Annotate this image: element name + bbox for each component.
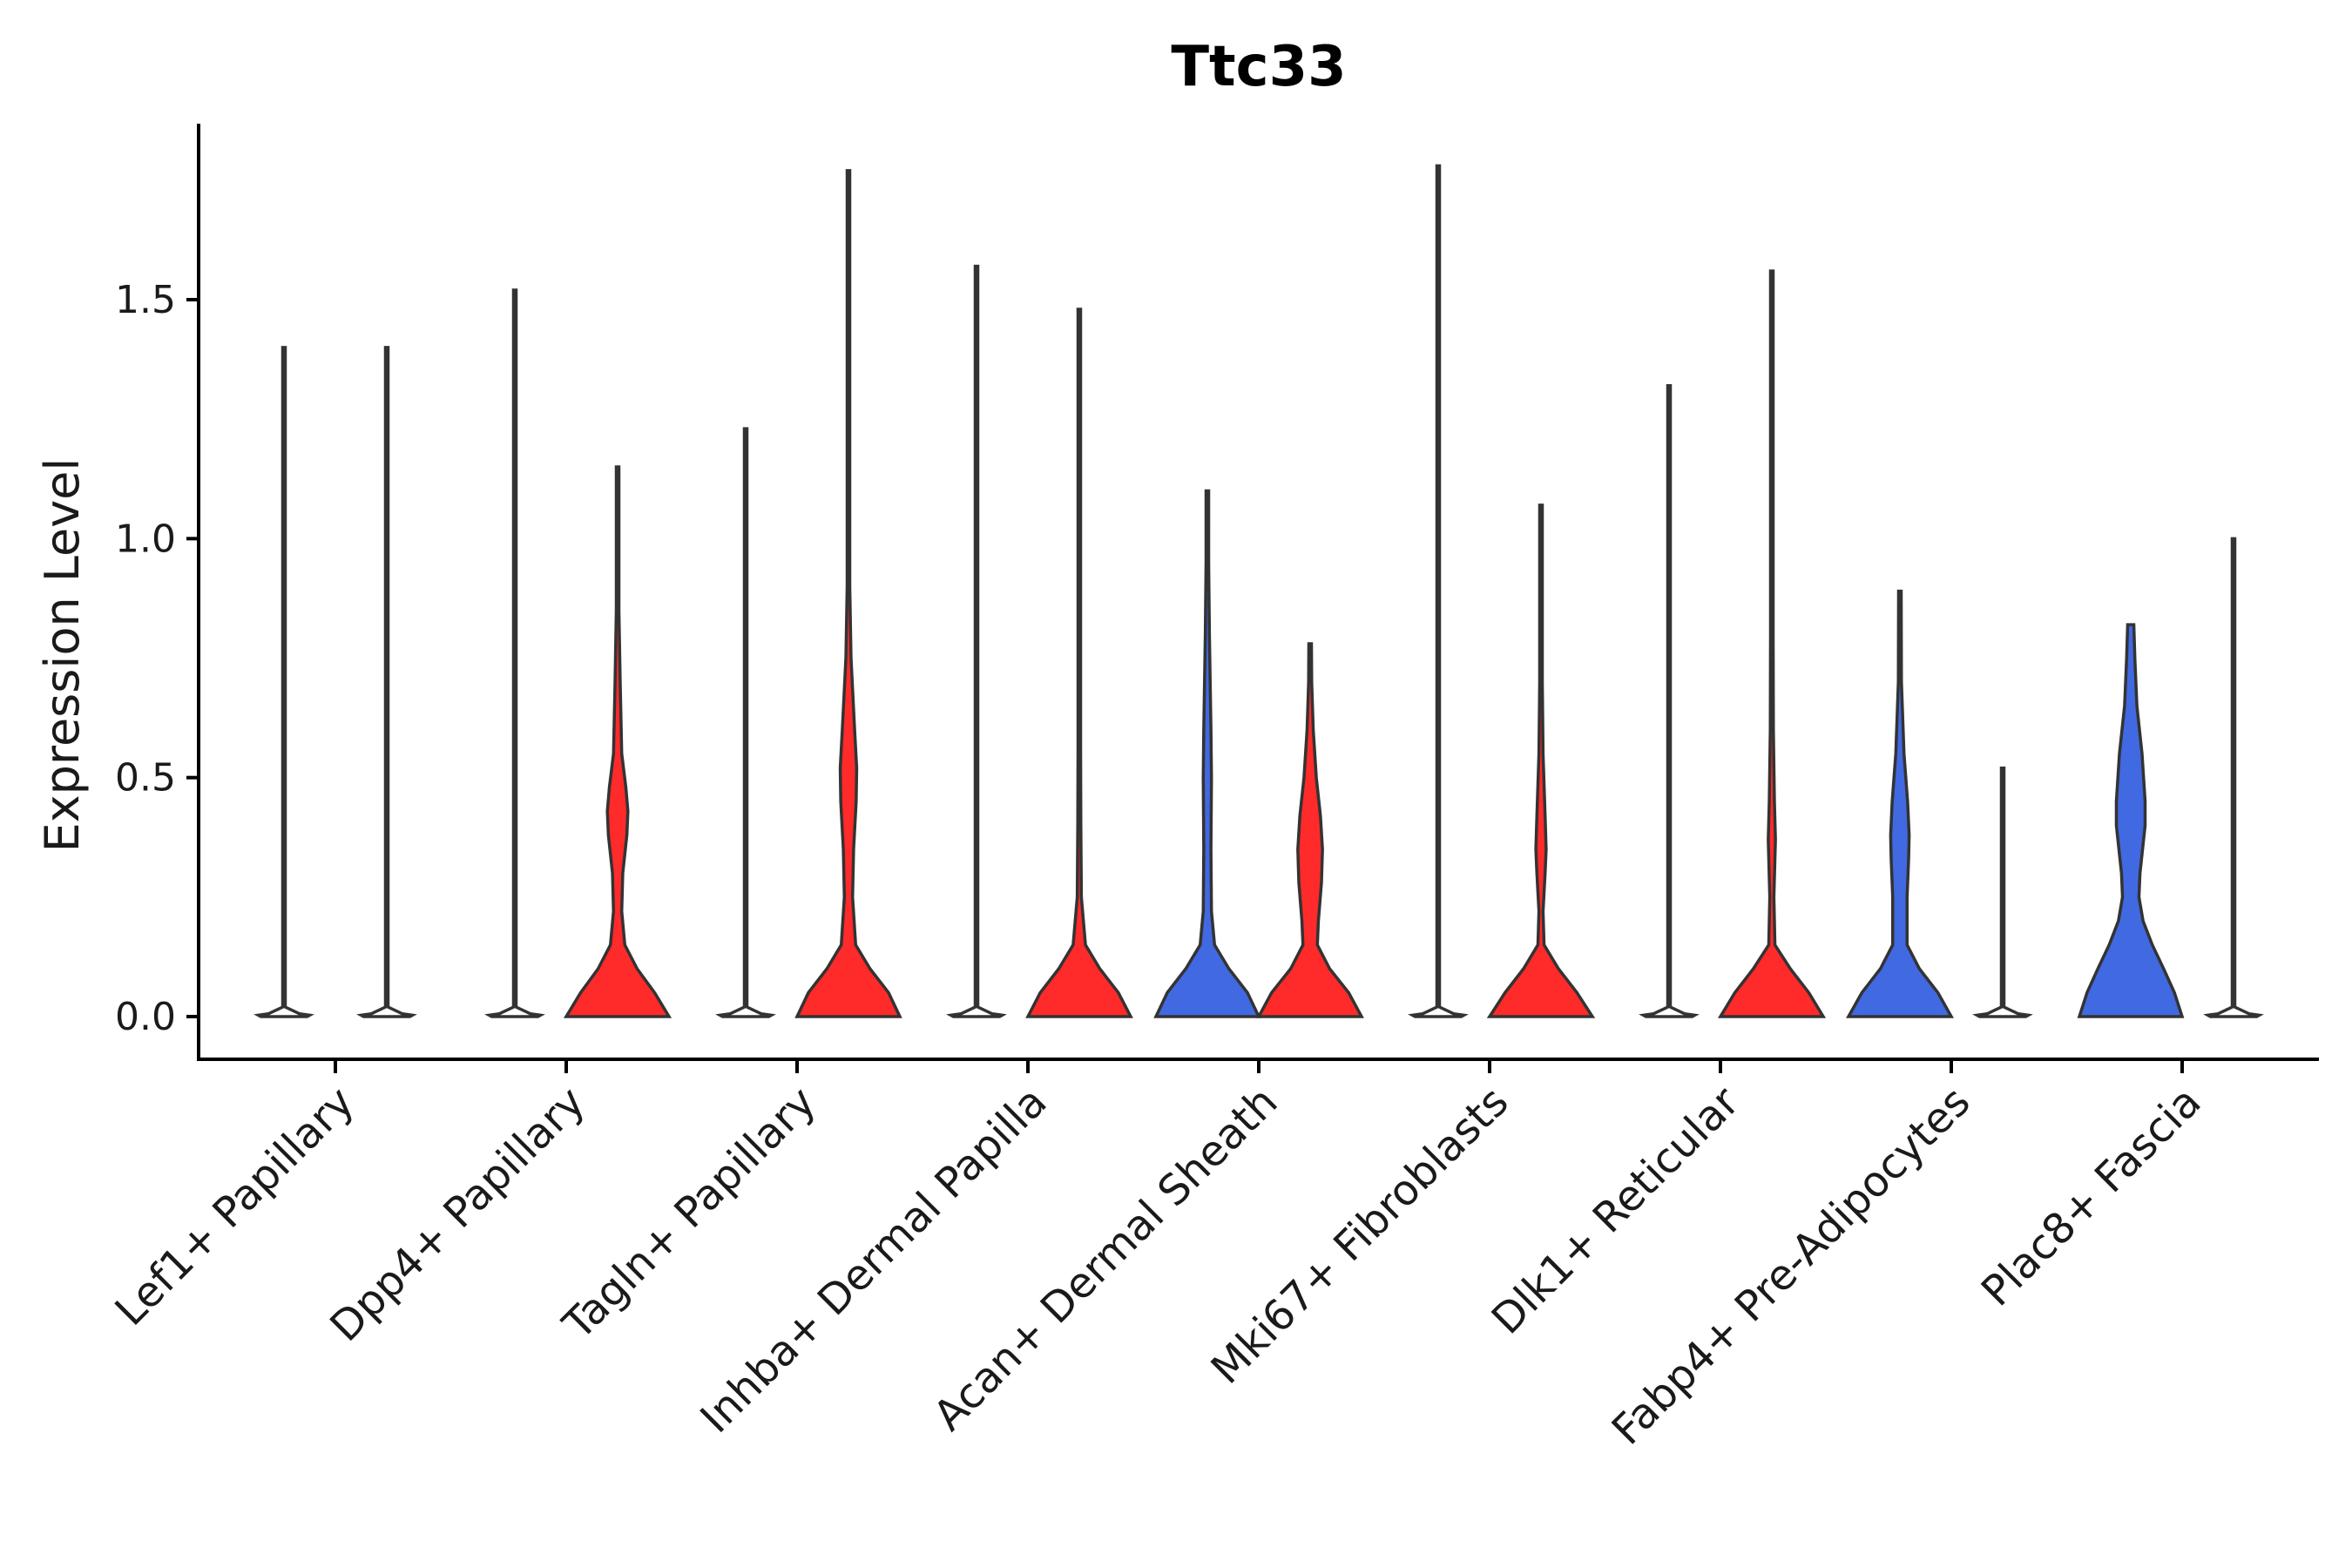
violin-left-2 [715, 427, 776, 1018]
violin-group [253, 164, 2264, 1018]
y-axis-label: Expression Level [35, 458, 90, 853]
x-tick-label: Lef1+ Papillary [106, 1078, 364, 1335]
y-ticks: 0.0 0.5 1.0 1.5 [115, 278, 199, 1039]
violin-right-2 [794, 169, 902, 1018]
violin-left-1 [484, 288, 545, 1018]
violin-right-7 [1972, 766, 2033, 1018]
violin-left-4 [1153, 489, 1261, 1018]
violin-left-0 [253, 346, 314, 1018]
y-tick-label: 1.0 [115, 517, 176, 561]
violin-left-3 [946, 264, 1007, 1018]
violin-right-8 [2203, 537, 2264, 1018]
violin-left-8 [2077, 623, 2185, 1018]
y-tick-label: 1.5 [115, 278, 176, 322]
x-tick-label: Dpp4+ Papillary [321, 1078, 594, 1351]
x-tick-label: Plac8+ Fascia [1972, 1078, 2211, 1316]
violin-right-3 [1025, 308, 1133, 1018]
chart-title: Ttc33 [1171, 35, 1346, 99]
violin-right-0 [356, 346, 417, 1018]
x-tick-label: Tagln+ Papillary [553, 1078, 825, 1349]
violin-right-4 [1256, 642, 1364, 1018]
x-tick-label: Dlk1+ Reticular [1483, 1078, 1749, 1344]
violin-left-7 [1846, 589, 1954, 1018]
y-tick-label: 0.0 [115, 995, 176, 1039]
violin-right-1 [563, 465, 672, 1018]
violin-right-5 [1486, 504, 1596, 1018]
violin-left-6 [1639, 384, 1700, 1018]
violin-left-5 [1408, 164, 1469, 1018]
y-tick-label: 0.5 [115, 756, 176, 801]
violin-right-6 [1717, 269, 1827, 1018]
